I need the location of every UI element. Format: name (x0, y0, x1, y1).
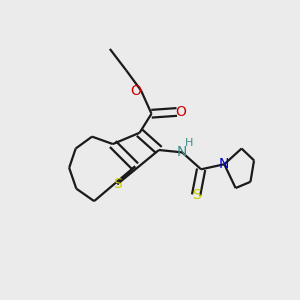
Text: O: O (175, 105, 186, 119)
Text: H: H (185, 139, 194, 148)
Text: O: O (130, 84, 141, 98)
Text: S: S (113, 177, 122, 191)
Text: N: N (177, 146, 187, 159)
Text: N: N (219, 157, 230, 171)
Text: S: S (192, 188, 200, 202)
